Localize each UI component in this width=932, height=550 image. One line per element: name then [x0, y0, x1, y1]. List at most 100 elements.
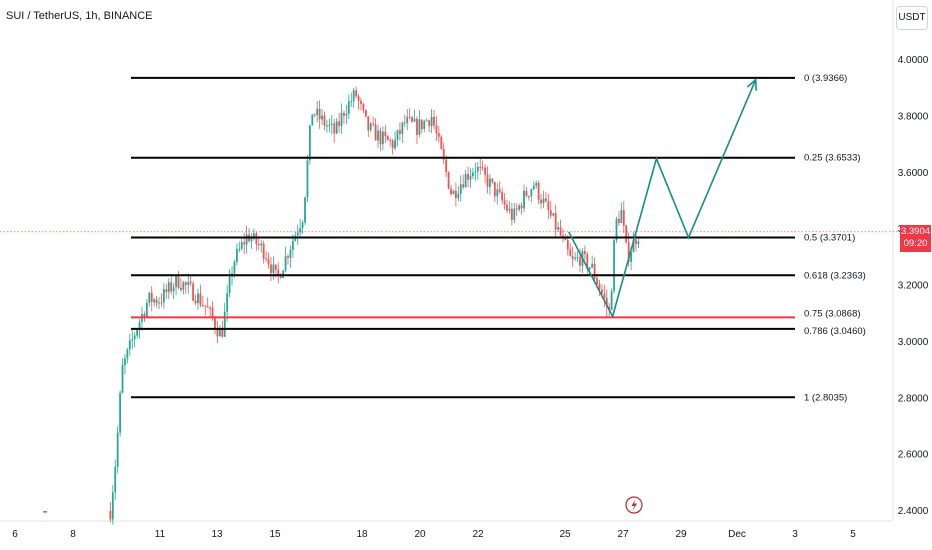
candle	[284, 256, 287, 271]
candle	[518, 205, 521, 210]
price-tick-label: 3.8000	[898, 111, 929, 122]
candle	[289, 250, 292, 258]
candle	[403, 122, 406, 124]
candle	[277, 269, 280, 275]
fib-level-label: 0.25 (3.6533)	[804, 153, 861, 164]
candle	[167, 282, 170, 293]
lightning-marker-icon[interactable]	[625, 496, 643, 514]
current-price-value: 3.3904	[900, 226, 931, 237]
candle	[175, 275, 177, 288]
candle	[532, 185, 535, 190]
candle	[218, 329, 221, 337]
candle	[586, 254, 589, 269]
candle	[557, 227, 559, 230]
time-tick-label: 13	[211, 529, 223, 540]
candle	[637, 241, 640, 245]
bar-countdown: 09:20	[903, 238, 928, 249]
candle	[527, 196, 530, 198]
candle	[486, 174, 489, 187]
candle	[428, 120, 431, 126]
candle	[627, 242, 630, 262]
candle	[513, 208, 516, 220]
candle	[496, 189, 499, 197]
time-tick-label: 25	[559, 529, 571, 540]
candle	[304, 197, 306, 223]
candle	[145, 302, 148, 317]
candle	[593, 263, 596, 279]
candle	[450, 188, 452, 195]
candle	[596, 278, 598, 285]
candle	[291, 241, 294, 251]
time-tick-label: 5	[850, 529, 856, 540]
candle	[262, 243, 265, 259]
candle	[506, 204, 508, 211]
fib-level-label: 0.75 (3.0868)	[804, 308, 861, 319]
candle	[201, 304, 204, 306]
candle	[472, 172, 474, 177]
candle	[379, 130, 382, 145]
candle	[552, 213, 555, 216]
candle	[150, 292, 153, 303]
candle	[299, 227, 302, 233]
candle	[520, 205, 523, 209]
candle	[542, 198, 545, 204]
candle	[109, 511, 112, 520]
candle	[187, 281, 190, 285]
candle	[559, 227, 562, 236]
candle	[469, 176, 472, 180]
currency-button[interactable]: USDT	[896, 6, 928, 30]
candle	[569, 249, 572, 257]
candle	[362, 103, 365, 110]
candle	[347, 101, 350, 114]
candle	[133, 335, 136, 340]
candle	[435, 125, 438, 134]
candle	[598, 284, 601, 290]
candle	[121, 365, 124, 393]
candle	[401, 122, 404, 134]
candle	[136, 329, 139, 336]
candle	[143, 313, 146, 317]
candle	[508, 208, 511, 211]
candle	[197, 293, 199, 303]
candle	[189, 281, 192, 284]
candle	[571, 256, 574, 259]
candle	[423, 121, 426, 129]
candle	[199, 293, 202, 305]
price-axis[interactable]: 4.00003.80003.60003.40003.20003.00002.80…	[892, 0, 929, 520]
projection-line[interactable]	[568, 79, 757, 319]
candle	[211, 307, 214, 319]
candle	[574, 257, 577, 259]
candle	[148, 292, 151, 303]
candle	[566, 240, 569, 250]
time-axis[interactable]: 6 8 11 13 15 18 20 22 25 27 29 Dec 3 5	[0, 520, 893, 540]
time-tick-label: 6	[12, 529, 18, 540]
candle	[250, 238, 253, 242]
candle	[153, 299, 156, 303]
candle	[267, 259, 270, 265]
candle	[491, 178, 494, 182]
candle	[180, 287, 182, 290]
candle	[126, 349, 129, 359]
candle	[418, 119, 421, 135]
fib-level-label: 0.786 (3.0460)	[804, 326, 866, 337]
candle	[184, 282, 187, 285]
candle	[364, 109, 367, 117]
candle	[155, 299, 158, 304]
symbol-title[interactable]: SUI / TetherUS, 1h, BINANCE	[6, 10, 153, 22]
candle	[535, 182, 538, 186]
candle	[311, 114, 314, 126]
candle	[484, 167, 486, 175]
candle	[416, 118, 418, 135]
candle	[274, 264, 277, 270]
candle	[158, 302, 160, 304]
candle	[610, 291, 613, 310]
candle	[479, 166, 482, 168]
projection-path[interactable]	[568, 78, 758, 319]
time-tick-label: 11	[155, 529, 166, 540]
fibonacci-retracement[interactable]: 0 (3.9366) 0.25 (3.6533) 0.5 (3.3701) 0.618…	[131, 73, 866, 403]
candle	[257, 244, 260, 246]
candle	[124, 358, 126, 366]
candle	[128, 340, 131, 350]
time-tick-label: 27	[617, 529, 629, 540]
